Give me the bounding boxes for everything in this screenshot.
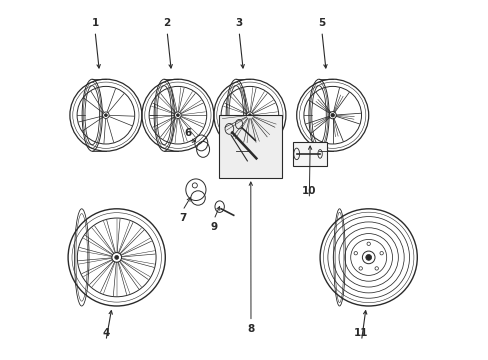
Circle shape xyxy=(365,255,371,260)
Circle shape xyxy=(115,256,119,259)
Text: 8: 8 xyxy=(247,324,254,334)
Circle shape xyxy=(330,113,334,117)
Text: 3: 3 xyxy=(235,18,242,28)
Circle shape xyxy=(104,114,107,117)
Text: 10: 10 xyxy=(302,186,316,196)
Text: 6: 6 xyxy=(184,128,192,138)
FancyBboxPatch shape xyxy=(292,142,326,166)
Text: 11: 11 xyxy=(353,328,368,338)
Text: 9: 9 xyxy=(210,222,217,232)
Circle shape xyxy=(176,114,179,117)
Circle shape xyxy=(248,114,251,117)
FancyBboxPatch shape xyxy=(219,115,282,178)
Text: 7: 7 xyxy=(179,213,186,223)
Text: 1: 1 xyxy=(91,18,99,28)
Text: 5: 5 xyxy=(318,18,325,28)
Text: 4: 4 xyxy=(102,328,109,338)
Text: 2: 2 xyxy=(163,18,170,28)
